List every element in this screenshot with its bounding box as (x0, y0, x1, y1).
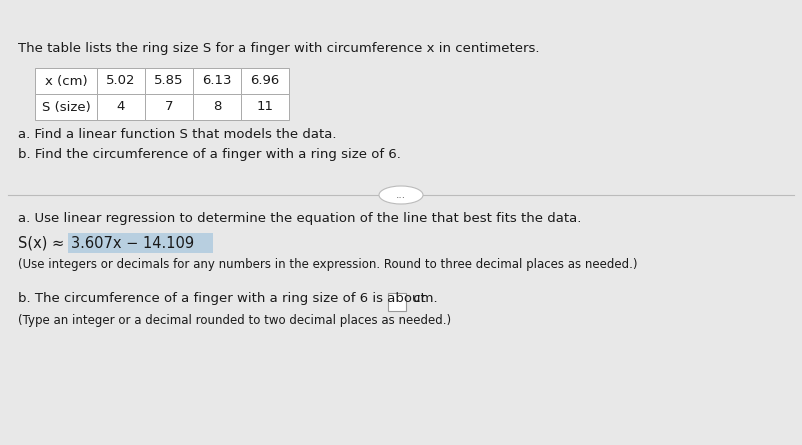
Bar (193, 68, 241, 94)
Text: 6.13: 6.13 (202, 74, 232, 88)
Text: 7: 7 (164, 101, 173, 113)
Text: (Type an integer or a decimal rounded to two decimal places as needed.): (Type an integer or a decimal rounded to… (18, 314, 451, 327)
Bar (68, 233, 213, 253)
Bar (388, 293, 406, 311)
Text: 4: 4 (117, 101, 125, 113)
Ellipse shape (379, 186, 423, 204)
Text: a. Find a linear function S that models the data.: a. Find a linear function S that models … (18, 128, 337, 141)
Text: b. The circumference of a finger with a ring size of 6 is about: b. The circumference of a finger with a … (18, 292, 430, 305)
Bar (97, 94, 145, 120)
Text: x (cm): x (cm) (45, 74, 87, 88)
Text: 3.607x − 14.109: 3.607x − 14.109 (71, 235, 194, 251)
Bar (241, 68, 289, 94)
Bar (145, 94, 193, 120)
Text: b. Find the circumference of a finger with a ring size of 6.: b. Find the circumference of a finger wi… (18, 148, 401, 161)
Text: S (size): S (size) (42, 101, 91, 113)
Bar (193, 94, 241, 120)
Bar (97, 68, 145, 94)
Text: 11: 11 (257, 101, 273, 113)
Text: 8: 8 (213, 101, 221, 113)
Text: 6.96: 6.96 (250, 74, 280, 88)
Bar (35, 94, 97, 120)
Text: 5.85: 5.85 (154, 74, 184, 88)
Bar (241, 94, 289, 120)
Text: 5.02: 5.02 (106, 74, 136, 88)
Bar (35, 68, 97, 94)
Text: The table lists the ring size S for a finger with circumference x in centimeters: The table lists the ring size S for a fi… (18, 42, 540, 55)
Bar (145, 68, 193, 94)
Text: a. Use linear regression to determine the equation of the line that best fits th: a. Use linear regression to determine th… (18, 212, 581, 225)
Text: (Use integers or decimals for any numbers in the expression. Round to three deci: (Use integers or decimals for any number… (18, 258, 638, 271)
Text: cm.: cm. (409, 292, 438, 305)
Text: ...: ... (396, 190, 406, 200)
Text: S(x) ≈: S(x) ≈ (18, 235, 64, 251)
